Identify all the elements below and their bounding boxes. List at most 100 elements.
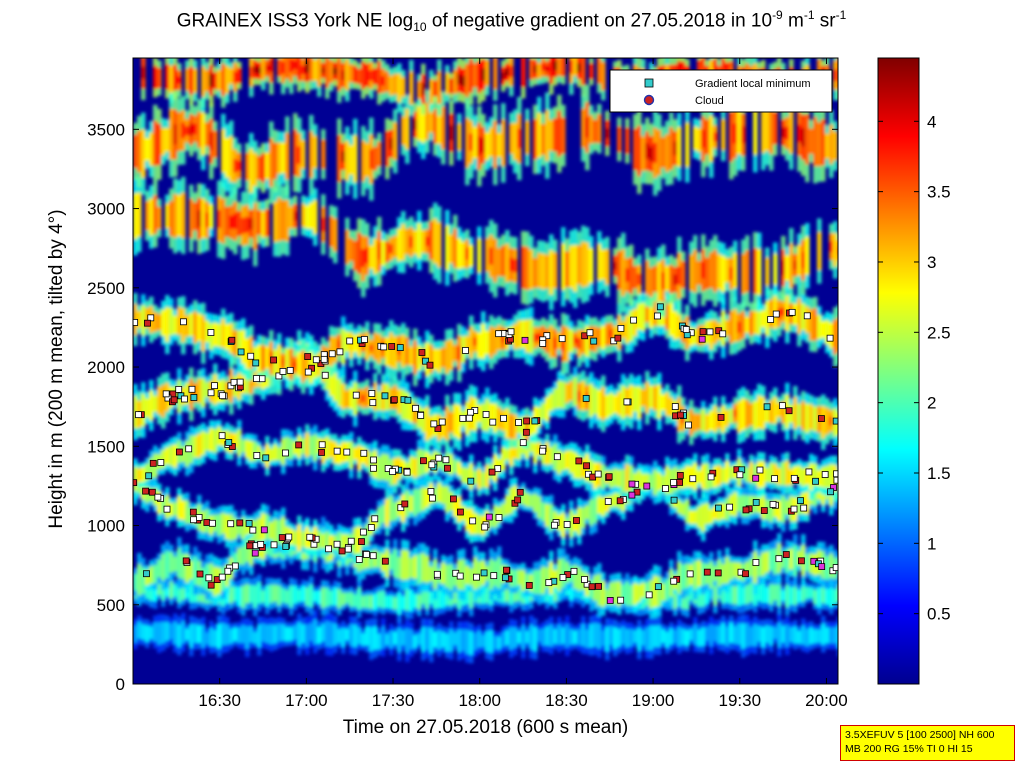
heatmap-cell [825,555,830,581]
gradient-minimum-marker [628,491,636,499]
heatmap-cell [349,144,354,175]
gradient-minimum-marker [285,533,293,541]
heatmap-cell [465,248,470,260]
heatmap-cell [493,238,498,283]
gradient-minimum-marker [800,504,808,512]
heatmap-cell [597,496,602,514]
heatmap-cell [509,413,514,439]
heatmap-cell [417,590,422,610]
heatmap-cell [597,58,602,84]
heatmap-cell [353,334,358,353]
heatmap-cell [169,502,174,517]
heatmap-cell [229,586,234,604]
gradient-minimum-marker [189,508,197,516]
heatmap-cell [205,432,210,451]
gradient-minimum-marker [798,557,805,565]
heatmap-cell [761,397,766,430]
heatmap-cell [473,632,478,651]
heatmap-cell [805,491,810,514]
heatmap-cell [193,202,198,231]
heatmap-cell [721,503,726,520]
heatmap-cell [289,585,294,608]
heatmap-cell [365,248,370,264]
heatmap-cell [493,403,498,433]
heatmap-cell [825,320,830,345]
heatmap-cell [201,431,206,456]
heatmap-cell [221,622,226,646]
gradient-minimum-marker [818,415,825,422]
gradient-minimum-marker [760,507,768,514]
heatmap-cell [657,384,662,419]
heatmap-cell [817,122,822,167]
heatmap-cell [341,328,346,365]
gradient-minimum-marker [495,330,503,338]
heatmap-cell [501,245,506,277]
gradient-minimum-marker [412,404,419,412]
heatmap-cell [621,469,626,493]
heatmap-cell [397,73,402,103]
y-tick-label: 1000 [87,517,125,536]
gradient-minimum-marker [553,453,561,461]
heatmap-cell [469,133,474,151]
gradient-minimum-marker [304,353,312,360]
heatmap-cell [577,628,582,646]
heatmap-cell [561,381,566,409]
gradient-minimum-marker [422,357,429,365]
heatmap-cell [541,123,546,155]
heatmap-cell [781,307,786,317]
heatmap-cell [485,238,490,272]
heatmap-cell [465,335,470,353]
heatmap-cell [677,500,682,514]
heatmap-cell [549,250,554,295]
heatmap-cell [289,627,294,641]
heatmap-cell [545,65,550,73]
gradient-minimum-marker [149,459,157,467]
heatmap-cell [209,627,214,647]
heatmap-cell [257,344,262,373]
heatmap-cell [489,514,494,528]
heatmap-cell [501,590,506,603]
heatmap-cell [261,58,266,81]
heatmap-cell [361,595,366,608]
gradient-minimum-marker [270,541,278,549]
gradient-minimum-marker [507,328,515,336]
heatmap-cell [469,568,474,586]
heatmap-cell [141,567,146,594]
heatmap-cell [801,251,806,269]
heatmap-cell [745,561,750,577]
heatmap-cell [157,206,162,230]
heatmap-cell [345,592,350,604]
heatmap-cell [777,402,782,418]
gradient-minimum-marker [818,563,826,571]
heatmap-cell [613,261,618,271]
heatmap-cell [789,586,794,605]
heatmap-cell [697,325,702,346]
heatmap-cell [725,257,730,283]
heatmap-cell [601,249,606,280]
heatmap-cell [201,112,206,156]
heatmap-cell [545,396,550,422]
heatmap-cell [577,63,582,73]
heatmap-cell [189,560,194,580]
heatmap-markers [133,303,838,604]
heatmap-cell [177,624,182,648]
heatmap-cell [557,110,562,157]
heatmap-cell [685,586,690,610]
heatmap-cell [301,624,306,644]
heatmap-cell [353,447,358,460]
heatmap-cell [337,134,342,183]
heatmap-cell [813,116,818,167]
heatmap-cell [733,562,738,578]
heatmap-cell [689,327,694,346]
heatmap-cell [561,558,566,588]
heatmap-cell [417,106,422,141]
heatmap-cell [165,64,170,90]
heatmap-cell [285,436,290,459]
gradient-minimum-marker [756,466,764,474]
heatmap-cell [433,80,438,97]
heatmap-cell [281,624,286,641]
heatmap-cell [817,231,822,271]
heatmap-cell [589,63,594,80]
heatmap-cell [261,345,266,372]
heatmap-cell [329,365,334,397]
